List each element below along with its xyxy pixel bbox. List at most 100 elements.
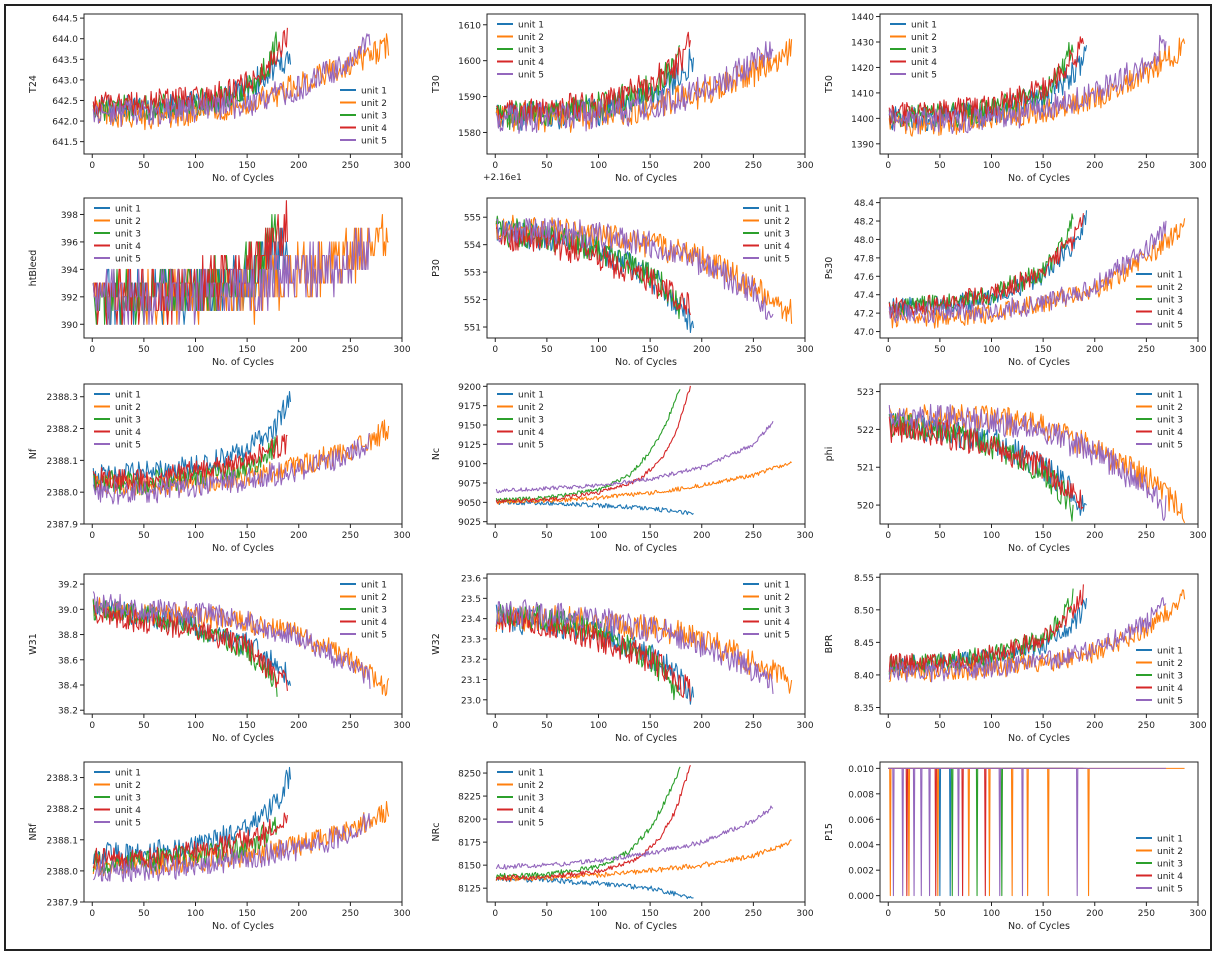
chart-svg: 641.5 642.0 642.5 643.0 643.5 644.0 644.5 0 50 10… (28, 13, 411, 184)
y-tick-label: 8.55 (854, 574, 874, 584)
series-line-unit-2 (888, 218, 1186, 329)
legend: unit 1 unit 2 unit 3 unit 4 unit 5 (340, 581, 387, 641)
x-tick-label: 150 (239, 909, 256, 919)
x-tick-label: 0 (492, 909, 498, 919)
legend-label: unit 3 (115, 794, 141, 804)
chart-panel-nrf: 2387.9 2388.0 2388.1 2388.2 2388.3 0 50 100 150 2… (22, 754, 414, 934)
y-tick-label: 552 (464, 296, 481, 306)
y-axis-label: BPR (824, 634, 835, 653)
y-axis-label: htBleed (28, 250, 39, 287)
x-tick-label: 100 (590, 531, 607, 541)
chart-svg: 38.2 38.4 38.6 38.8 39.0 39.2 0 50 100 150 200 250 3… (28, 573, 411, 744)
legend: unit 1 unit 2 unit 3 unit 4 unit 5 (340, 87, 387, 147)
y-tick-label: 1600 (458, 57, 481, 67)
legend-label: unit 3 (1157, 416, 1183, 426)
legend-label: unit 2 (1157, 659, 1183, 669)
series-line-unit-5 (92, 812, 371, 883)
chart-panel-t24: 641.5 642.0 642.5 643.0 643.5 644.0 644.5 0 50 10… (22, 6, 414, 186)
series-line-unit-1 (92, 766, 292, 865)
legend-label: unit 1 (518, 391, 544, 401)
legend-label: unit 2 (911, 33, 937, 43)
x-tick-label: 0 (89, 161, 95, 171)
legend-label: unit 5 (115, 819, 141, 829)
series-line-unit-5 (496, 217, 774, 320)
series-line-unit-4 (888, 213, 1084, 318)
series-line-unit-5 (495, 420, 774, 494)
x-tick-label: 100 (187, 345, 204, 355)
chart-panel-p15: 0.000 0.002 0.004 0.006 0.008 0.010 0 50 100 150 2… (818, 754, 1210, 934)
series-line-unit-4 (888, 584, 1084, 674)
legend-label: unit 1 (1157, 391, 1183, 401)
y-tick-label: 522 (857, 426, 874, 436)
series-line-unit-3 (888, 767, 1074, 897)
y-tick-label: 47.4 (854, 291, 874, 301)
x-tick-label: 300 (796, 531, 813, 541)
y-axis-label: T50 (824, 75, 835, 94)
chart-panel-p30: 551 552 553 554 555 0 50 100 150 200 250 300 No. of … (425, 190, 817, 370)
x-tick-label: 250 (745, 345, 762, 355)
chart-panel-bpr: 8.35 8.40 8.45 8.50 8.55 0 50 100 150 200 250 300 No… (818, 566, 1210, 746)
y-tick-label: 47.0 (854, 328, 874, 338)
x-tick-label: 200 (290, 161, 307, 171)
x-axis-label: No. of Cycles (212, 543, 274, 554)
legend: unit 1 unit 2 unit 3 unit 4 unit 5 (743, 205, 790, 265)
legend-label: unit 4 (518, 428, 544, 438)
series-line-unit-4 (92, 604, 288, 691)
y-tick-label: 2388.1 (47, 457, 79, 467)
legend-label: unit 5 (115, 255, 141, 265)
x-tick-label: 0 (492, 345, 498, 355)
legend-label: unit 2 (115, 781, 141, 791)
legend-label: unit 3 (361, 112, 387, 122)
x-tick-label: 250 (342, 161, 359, 171)
y-tick-label: 0.002 (848, 867, 874, 877)
y-tick-label: 23.2 (461, 656, 481, 666)
series-line-unit-3 (495, 45, 681, 131)
x-tick-label: 0 (885, 909, 891, 919)
y-tick-label: 644.5 (52, 15, 78, 25)
x-tick-label: 50 (934, 531, 946, 541)
series-line-unit-4 (495, 607, 691, 702)
x-axis-label: No. of Cycles (1008, 543, 1070, 554)
axis-offset-text: +2.16e1 (483, 173, 522, 183)
legend-label: unit 4 (518, 806, 544, 816)
x-tick-label: 150 (642, 345, 659, 355)
x-tick-label: 300 (796, 721, 813, 731)
y-tick-label: 1410 (851, 89, 874, 99)
chart-svg: 1580 1590 1600 1610 0 50 100 150 200 250 300 +2.16e… (431, 13, 814, 184)
legend-label: unit 3 (1157, 296, 1183, 306)
x-tick-label: 50 (934, 161, 946, 171)
y-axis-label: W31 (28, 633, 39, 654)
legend-label: unit 4 (115, 806, 141, 816)
y-tick-label: 396 (61, 238, 78, 248)
x-axis-label: No. of Cycles (1008, 357, 1070, 368)
series-line-unit-5 (495, 599, 774, 694)
chart-svg: 2387.9 2388.0 2388.1 2388.2 2388.3 0 50 100 150 2… (28, 383, 411, 554)
x-tick-label: 100 (983, 345, 1000, 355)
legend: unit 1 unit 2 unit 3 unit 4 unit 5 (1136, 647, 1183, 707)
legend-label: unit 4 (764, 242, 790, 252)
y-tick-label: 1420 (851, 64, 874, 74)
y-tick-label: 48.2 (854, 218, 874, 228)
y-tick-label: 8.40 (854, 671, 874, 681)
legend-label: unit 4 (115, 428, 141, 438)
y-tick-label: 38.6 (58, 656, 78, 666)
series-line-unit-4 (495, 31, 691, 126)
x-tick-label: 50 (934, 345, 946, 355)
x-tick-label: 150 (642, 909, 659, 919)
y-tick-label: 1580 (458, 129, 481, 139)
x-axis-label: No. of Cycles (615, 921, 677, 932)
series-line-unit-4 (888, 416, 1084, 510)
y-tick-label: 23.0 (461, 696, 481, 706)
y-tick-label: 2388.2 (47, 425, 79, 435)
x-tick-label: 50 (541, 531, 553, 541)
chart-panel-nrc: 8125 8150 8175 8200 8225 8250 0 50 100 150 200 250 3… (425, 754, 817, 934)
x-tick-label: 250 (1138, 909, 1155, 919)
y-axis-label: phi (824, 447, 835, 462)
series-line-unit-1 (92, 390, 292, 488)
y-tick-label: 2388.1 (47, 836, 79, 846)
x-tick-label: 250 (1138, 161, 1155, 171)
x-tick-label: 100 (983, 161, 1000, 171)
y-tick-label: 47.2 (854, 310, 874, 320)
legend-label: unit 5 (1157, 697, 1183, 707)
